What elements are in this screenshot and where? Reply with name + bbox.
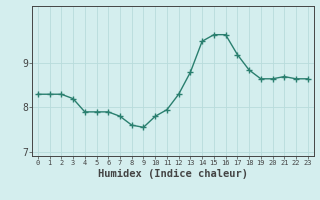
X-axis label: Humidex (Indice chaleur): Humidex (Indice chaleur) — [98, 169, 248, 179]
